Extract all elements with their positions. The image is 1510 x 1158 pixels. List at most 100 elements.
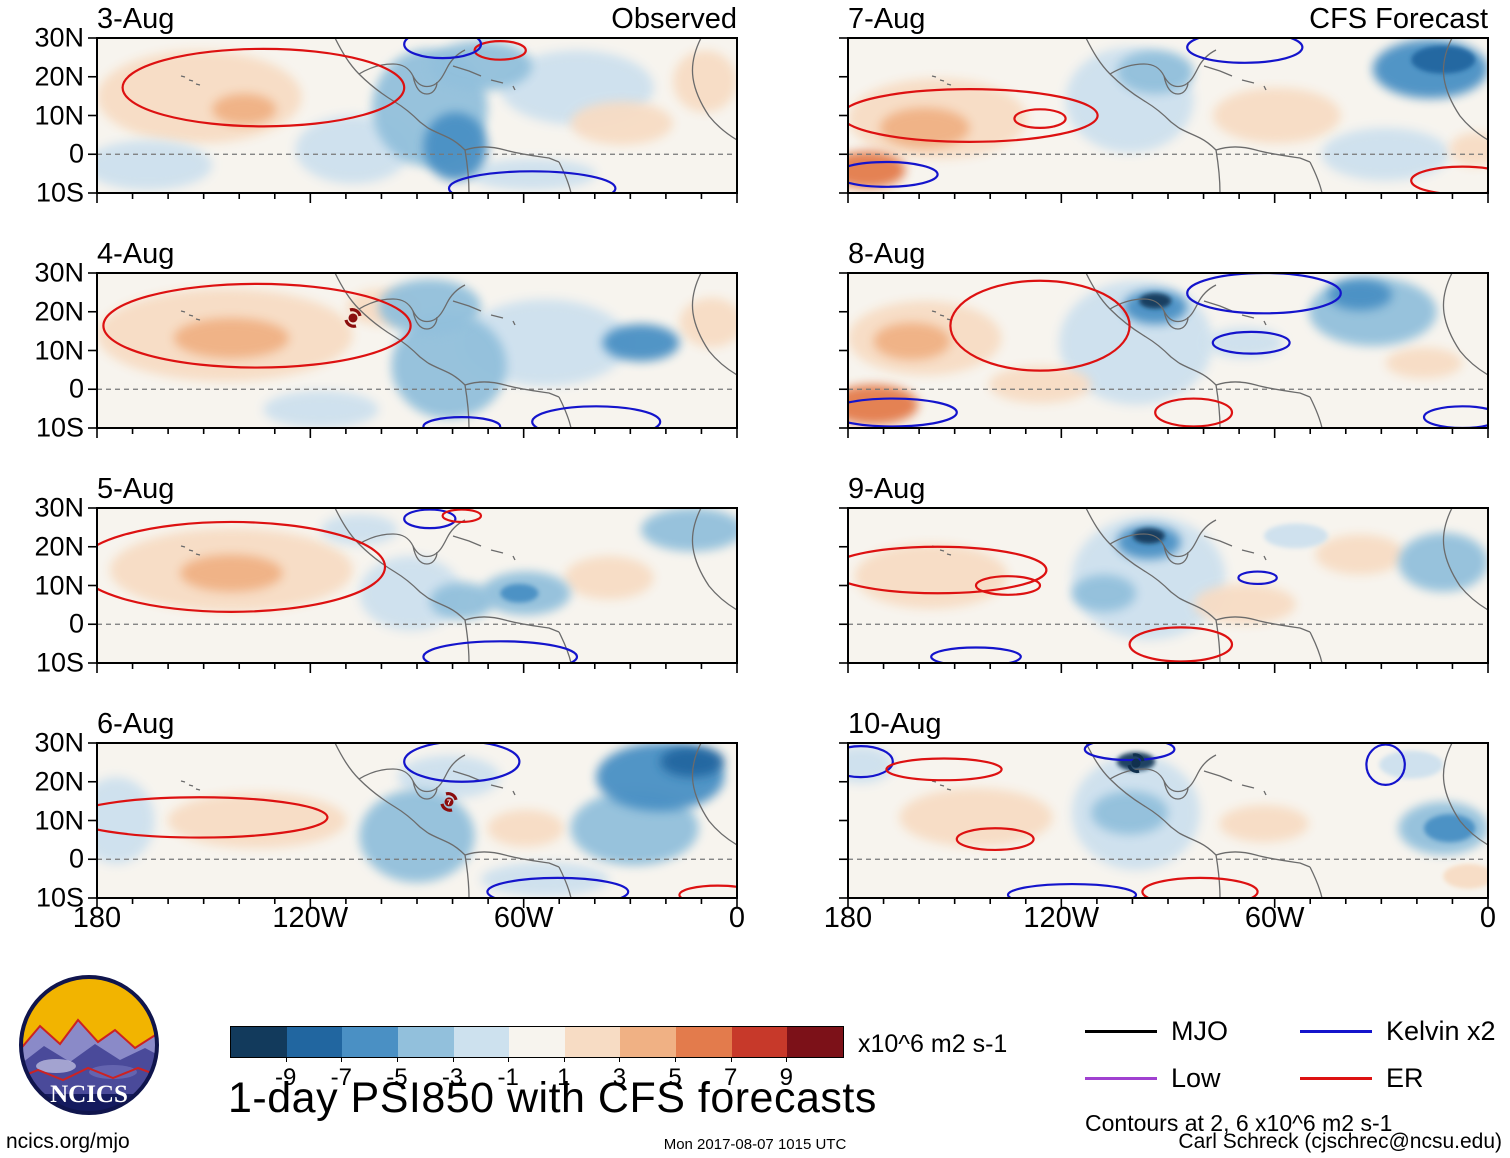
hurricane-icon: 7: [440, 792, 458, 812]
wave-contour-er: [121, 47, 406, 128]
coastlines: [931, 508, 1488, 663]
panel-date-label: 8-Aug: [848, 238, 926, 270]
ncics-logo: NCICS: [18, 974, 160, 1121]
legend-label: ER: [1386, 1063, 1424, 1093]
ncics-logo-text: NCICS: [50, 1081, 128, 1108]
coastlines: [931, 38, 1488, 193]
map-panel: [839, 272, 1489, 438]
colorbar-tick-label: 1: [557, 1064, 571, 1091]
lat-tick-label: 0: [68, 608, 84, 639]
legend-label: Low: [1171, 1063, 1221, 1093]
map-panel: [88, 37, 738, 203]
colorbar-tick-label: -5: [386, 1064, 408, 1091]
legend-line-icon: [1085, 1030, 1157, 1033]
wave-contour-er: [1141, 876, 1259, 898]
colorbar-swatch: [620, 1027, 677, 1057]
lon-tick-label: 0: [1479, 902, 1497, 934]
wave-contour-er: [441, 508, 483, 524]
panel-header: 3-Aug Observed: [97, 2, 737, 38]
anomaly-shading: [468, 158, 597, 190]
anomaly-shading: [378, 279, 481, 335]
panel-ticks: [839, 742, 1489, 908]
panel-date-label: 4-Aug: [97, 238, 175, 270]
wave-contour-kelvin: [848, 745, 894, 779]
lat-tick-label: 0: [68, 138, 84, 169]
panel-5-Aug: 5-Aug: [88, 472, 738, 673]
footer-url: ncics.org/mjo: [6, 1130, 130, 1153]
wave-contour-er: [473, 39, 527, 61]
panel-frame: [96, 272, 738, 429]
column-title: Observed: [611, 3, 737, 35]
panel-6-Aug: 6-Aug 7: [88, 707, 738, 908]
lon-tick-label: 60W: [493, 902, 554, 934]
colorbar-swatch: [509, 1027, 565, 1057]
colorbar-swatch: [231, 1027, 287, 1057]
legend-label: MJO: [1171, 1016, 1228, 1046]
wave-contour-kelvin: [848, 160, 939, 188]
anomaly-shading: [988, 366, 1092, 404]
anomaly-shading: [391, 313, 507, 419]
coastlines: [180, 508, 737, 663]
wave-contour-kelvin: [1186, 273, 1342, 315]
lon-tick-label: 180: [823, 902, 873, 934]
wave-contour-kelvin: [403, 743, 521, 783]
colorbar-units: x10^6 m2 s-1: [858, 1030, 1008, 1058]
legend-label: Kelvin x2: [1386, 1016, 1496, 1046]
lat-tick-label: 10N: [34, 335, 84, 365]
colorbar-swatch: [397, 1027, 454, 1057]
panel-ticks: [88, 507, 738, 673]
anomaly-shading: [1264, 523, 1328, 549]
wave-contour-kelvin: [1211, 330, 1291, 355]
anomaly-shading: [1219, 805, 1309, 843]
wave-contour-kelvin: [1006, 882, 1138, 898]
wave-contour-er: [885, 757, 1003, 782]
map-panel: [88, 272, 738, 438]
colorbar-tick: [675, 1057, 677, 1062]
legend-item-er: ER: [1300, 1063, 1505, 1094]
anomaly-shading: [1193, 583, 1296, 625]
forecast-column: 7-Aug CFS Forecast 8-Aug 9-Aug 10-Aug: [839, 2, 1489, 942]
wave-contour-er: [678, 884, 737, 898]
colorbar-tick: [730, 1057, 732, 1062]
coastlines: [180, 273, 737, 428]
anomaly-shading: [899, 787, 1053, 847]
lat-tick-label: 0: [68, 373, 84, 404]
hurricane-icon: [1127, 753, 1145, 774]
anomaly-shading: [1398, 532, 1488, 592]
legend-line-icon: [1300, 1030, 1372, 1033]
lat-tick-label: 30N: [34, 727, 84, 758]
wave-contour-kelvin: [422, 640, 579, 663]
lat-tick-label: 10S: [35, 647, 84, 678]
colorbar: [230, 1026, 844, 1058]
wave-contour-er: [1013, 108, 1067, 129]
legend-item-kelvin-x2: Kelvin x2: [1300, 1016, 1505, 1047]
wave-contour-kelvin: [1237, 570, 1278, 586]
wave-contour-kelvin: [447, 170, 617, 193]
anomaly-shading: [564, 556, 654, 600]
svg-text:7: 7: [447, 798, 451, 807]
colorbar-wrap: -9 -7 -5 -3 -1 1 3 5 7 9: [230, 1026, 844, 1091]
map-panel: [839, 37, 1489, 203]
panel-7-Aug: 7-Aug CFS Forecast: [839, 2, 1489, 203]
colorbar-tick-label: 7: [724, 1064, 738, 1091]
map-panel: 7: [88, 742, 738, 908]
anomaly-shading: [848, 151, 906, 189]
legend-line-icon: [1300, 1077, 1372, 1080]
footer-credit: Carl Schreck (cjschrec@ncsu.edu): [1178, 1130, 1502, 1153]
lat-tick-label: 10N: [34, 100, 84, 130]
longitude-axis-observed: 180 120W 60W 0: [73, 902, 745, 942]
panel-header: 6-Aug: [97, 707, 737, 743]
coastlines: [931, 743, 1488, 898]
anomaly-shading: [429, 582, 494, 620]
lat-tick-label: 10S: [35, 177, 84, 208]
colorbar-swatch: [286, 1027, 343, 1057]
anomaly-shading: [1328, 279, 1392, 311]
wave-contour-er: [848, 88, 1099, 143]
anomaly-shading: [1132, 528, 1165, 544]
wave-contour-kelvin: [531, 405, 662, 428]
lon-tick-label: 120W: [1023, 902, 1100, 934]
anomaly-shading: [854, 543, 1008, 609]
lon-tick-label: 180: [72, 902, 122, 934]
panel-frame: [847, 272, 1489, 429]
anomaly-shading: [173, 317, 289, 359]
